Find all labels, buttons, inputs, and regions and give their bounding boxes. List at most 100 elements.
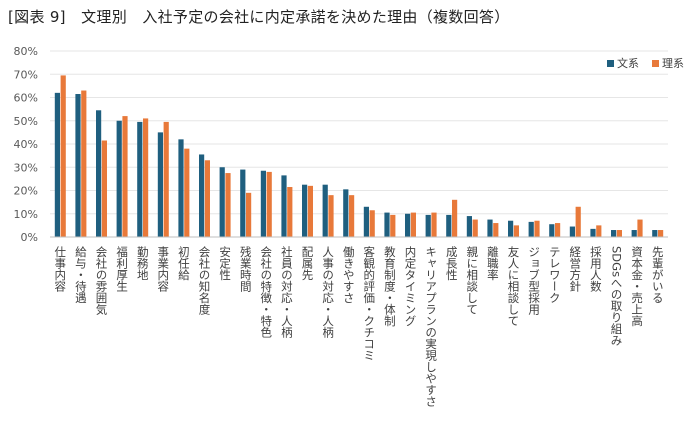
- category-label: 配属先: [301, 246, 315, 281]
- category-label: 勤務地: [136, 246, 150, 281]
- category-label: 給与・待遇: [74, 245, 88, 303]
- category-label: キャリアプランの実現しやすさ: [424, 246, 438, 407]
- bar-bunkei: [569, 226, 575, 237]
- bar-bunkei: [466, 216, 472, 237]
- legend-label: 文系: [617, 56, 639, 70]
- bar-rikei: [452, 199, 458, 237]
- y-tick-label: 20%: [14, 185, 38, 198]
- category-label: 仕事内容: [53, 246, 67, 293]
- bar-bunkei: [343, 189, 349, 237]
- bar-bunkei: [508, 220, 514, 237]
- bar-bunkei: [405, 213, 411, 237]
- y-tick-label: 40%: [14, 138, 38, 151]
- bar-bunkei: [199, 154, 205, 237]
- category-label: 社員の対応・人柄: [280, 245, 294, 339]
- bar-bunkei: [528, 221, 534, 237]
- bar-rikei: [287, 187, 293, 237]
- bar-rikei: [410, 212, 416, 237]
- category-label: 残業時間: [239, 245, 253, 293]
- chart-title: [図表 9] 文理別 入社予定の会社に内定承諾を決めた理由（複数回答）: [8, 8, 510, 26]
- bar-bunkei: [363, 206, 369, 237]
- bar-bunkei: [487, 219, 493, 237]
- bar-bunkei: [137, 121, 143, 237]
- bar-rikei: [616, 230, 622, 237]
- bar-bunkei: [240, 169, 246, 237]
- y-tick-label: 50%: [14, 115, 38, 128]
- bar-bunkei: [178, 139, 184, 237]
- bar-bunkei: [281, 175, 287, 237]
- bar-bunkei: [652, 230, 658, 237]
- bar-rikei: [184, 148, 190, 237]
- y-tick-label: 0%: [21, 231, 38, 244]
- category-label: 内定タイミング: [404, 245, 418, 326]
- bar-rikei: [369, 210, 375, 237]
- bar-bunkei: [549, 224, 555, 237]
- bar-bunkei: [260, 170, 266, 237]
- y-tick-label: 60%: [14, 92, 38, 105]
- bar-rikei: [431, 212, 437, 237]
- category-label: 福利厚生: [115, 245, 129, 292]
- category-label: 会社の雰囲気: [95, 246, 109, 316]
- bar-bunkei: [425, 214, 431, 237]
- bar-rikei: [472, 219, 478, 237]
- bar-rikei: [493, 223, 499, 237]
- bar-rikei: [122, 116, 128, 237]
- bar-rikei: [60, 75, 66, 237]
- bar-bunkei: [96, 110, 102, 237]
- bar-rikei: [328, 195, 334, 237]
- bar-rikei: [390, 214, 396, 237]
- y-tick-label: 80%: [14, 45, 38, 58]
- bar-rikei: [349, 195, 355, 237]
- bar-rikei: [575, 206, 581, 237]
- bar-bunkei: [590, 228, 596, 237]
- bar-rikei: [81, 90, 87, 238]
- y-tick-label: 70%: [14, 68, 38, 81]
- bar-rikei: [246, 192, 252, 237]
- legend-swatch: [652, 60, 659, 67]
- category-label: ジョブ型採用: [527, 246, 541, 316]
- bar-bunkei: [446, 214, 452, 237]
- bar-bunkei: [631, 230, 637, 237]
- y-tick-label: 10%: [14, 208, 38, 221]
- bar-rikei: [204, 160, 210, 237]
- category-label: 安定性: [218, 245, 232, 281]
- bar-rikei: [266, 171, 272, 237]
- category-label: 採用人数: [589, 246, 603, 293]
- category-label: 離職率: [486, 245, 500, 281]
- category-label: 成長性: [445, 246, 459, 281]
- category-label: 資本金・売上高: [630, 246, 644, 327]
- bar-bunkei: [302, 184, 308, 237]
- category-label: 人事の対応・人柄: [321, 246, 335, 339]
- legend-label: 理系: [662, 57, 684, 70]
- category-label: 事業内容: [156, 246, 170, 293]
- bar-bunkei: [116, 120, 122, 237]
- bar-rikei: [307, 185, 313, 237]
- bar-bunkei: [322, 184, 328, 237]
- bar-bunkei: [54, 92, 60, 237]
- bar-bunkei: [384, 212, 390, 237]
- bar-rikei: [637, 219, 643, 237]
- y-tick-label: 30%: [14, 161, 38, 174]
- bar-rikei: [555, 223, 561, 237]
- category-label: 客観的評価・クチコミ: [362, 245, 376, 361]
- bar-rikei: [513, 225, 519, 237]
- category-label: 経営方針: [568, 246, 582, 293]
- category-label: 教育制度・体制: [383, 245, 397, 326]
- bar-rikei: [658, 230, 664, 237]
- bar-rikei: [143, 118, 149, 237]
- bar-bunkei: [157, 132, 163, 237]
- category-label: 会社の特徴・特色: [259, 246, 273, 338]
- category-label: 働きやすさ: [342, 246, 356, 304]
- bar-rikei: [101, 140, 107, 237]
- category-label: 会社の知名度: [198, 246, 212, 316]
- category-label: 友人に相談して: [507, 245, 521, 326]
- bar-bunkei: [75, 94, 81, 237]
- category-label: 先輩がいる: [651, 246, 665, 304]
- bar-rikei: [596, 225, 602, 237]
- category-label: SDGsへの取り組み: [610, 246, 624, 346]
- category-label: 初任給: [177, 245, 191, 281]
- category-label: テレワーク: [548, 246, 562, 304]
- category-label: 親に相談して: [465, 246, 479, 315]
- bar-bunkei: [611, 230, 617, 237]
